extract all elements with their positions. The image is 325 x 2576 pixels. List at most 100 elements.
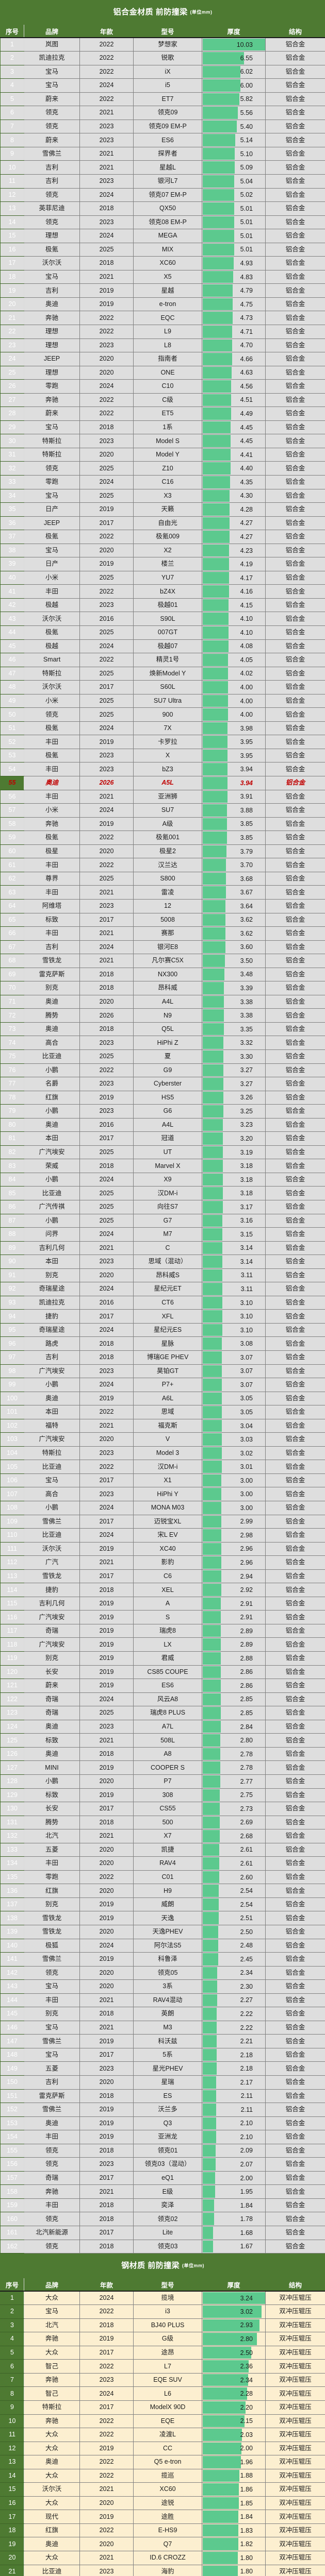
table-row[interactable]: 19 吉利 2019 星越 4.79 铝合金	[0, 283, 325, 298]
table-row[interactable]: 12 领克 2024 领克07 EM-P 5.02 铝合金	[0, 188, 325, 202]
table-row[interactable]: 11 吉利 2023 银河L7 5.04 铝合金	[0, 174, 325, 189]
table-row[interactable]: 70 别克 2018 昂科威 3.39 铝合金	[0, 981, 325, 995]
table-row[interactable]: 52 丰田 2019 卡罗拉 3.95 铝合金	[0, 735, 325, 749]
table-row[interactable]: 18 宝马 2021 X5 4.83 铝合金	[0, 269, 325, 284]
table-row[interactable]: 80 奥迪 2016 A4L 3.23 铝合金	[0, 1117, 325, 1132]
table-row[interactable]: 75 比亚迪 2025 夏 3.30 铝合金	[0, 1049, 325, 1064]
table-row[interactable]: 7 奔驰 2023 EQE SUV 2.34 双冲压辊压	[0, 2372, 325, 2387]
table-row[interactable]: 8 蔚来 2023 ES6 5.14 铝合金	[0, 133, 325, 147]
table-row[interactable]: 119 别克 2019 君威 2.88 铝合金	[0, 1651, 325, 1666]
table-row[interactable]: 4 奔驰 2019 G级 2.80 双冲压辊压	[0, 2332, 325, 2346]
table-row[interactable]: 137 别克 2019 威朗 2.54 铝合金	[0, 1897, 325, 1912]
table-row[interactable]: 113 雪铁龙 2017 C6 2.94 铝合金	[0, 1569, 325, 1584]
table-row[interactable]: 41 丰田 2022 bZ4X 4.16 铝合金	[0, 584, 325, 599]
table-row[interactable]: 1 大众 2024 揽境 3.24 双冲压辊压	[0, 2291, 325, 2306]
column-header-model[interactable]: 型号	[133, 24, 202, 38]
table-row[interactable]: 27 奔驰 2022 C级 4.51 铝合金	[0, 393, 325, 408]
table-row[interactable]: 134 丰田 2020 RAV4 2.61 铝合金	[0, 1856, 325, 1871]
table-row[interactable]: 46 Smart 2022 精灵1号 4.05 铝合金	[0, 653, 325, 667]
table-row[interactable]: 106 宝马 2017 X1 3.00 铝合金	[0, 1473, 325, 1488]
table-row[interactable]: 36 JEEP 2017 自由光 4.27 铝合金	[0, 516, 325, 531]
table-row[interactable]: 32 领克 2025 Z10 4.40 铝合金	[0, 461, 325, 476]
table-row[interactable]: 97 吉利 2018 博瑞GE PHEV 3.07 铝合金	[0, 1350, 325, 1365]
table-row[interactable]: 92 奇瑞星途 2024 星纪元ET 3.11 铝合金	[0, 1282, 325, 1296]
table-row[interactable]: 99 小鹏 2024 P7+ 3.07 铝合金	[0, 1378, 325, 1392]
table-row[interactable]: 105 比亚迪 2022 汉DM-i 3.01 铝合金	[0, 1460, 325, 1474]
column-header-index[interactable]: 序号	[0, 24, 24, 38]
table-row[interactable]: 117 奇瑞 2019 瑞虎8 2.89 铝合金	[0, 1623, 325, 1638]
table-row[interactable]: 71 奥迪 2020 A4L 3.38 铝合金	[0, 994, 325, 1009]
table-row[interactable]: 49 小米 2025 SU7 Ultra 4.00 铝合金	[0, 693, 325, 708]
column-header-brand[interactable]: 品牌	[24, 24, 80, 38]
table-row[interactable]: 78 红旗 2019 HS5 3.26 铝合金	[0, 1090, 325, 1105]
table-row[interactable]: 95 奇瑞星途 2024 星纪元ES 3.10 铝合金	[0, 1323, 325, 1337]
table-row[interactable]: 67 吉利 2024 银河E8 3.60 铝合金	[0, 940, 325, 955]
table-row[interactable]: 123 奇瑞 2025 瑞虎8 PLUS 2.85 铝合金	[0, 1706, 325, 1720]
table-row[interactable]: 59 极氪 2022 极氪001 3.85 铝合金	[0, 831, 325, 845]
table-row[interactable]: 2 凯迪拉克 2022 锐歌 6.55 铝合金	[0, 51, 325, 65]
table-row[interactable]: 7 领克 2023 领克09 EM-P 5.40 铝合金	[0, 119, 325, 134]
table-row[interactable]: 11 大众 2022 凌渡L 2.03 双冲压辊压	[0, 2428, 325, 2442]
column-header-brand[interactable]: 品牌	[24, 2278, 80, 2292]
table-row[interactable]: 156 领克 2023 领克03（混动） 2.07 铝合金	[0, 2157, 325, 2172]
table-row[interactable]: 24 JEEP 2020 指南者 4.66 铝合金	[0, 352, 325, 366]
table-row[interactable]: 152 雪佛兰 2019 沃兰多 2.11 铝合金	[0, 2103, 325, 2117]
table-row[interactable]: 21 比亚迪 2023 海豹 1.80 双冲压辊压	[0, 2564, 325, 2576]
table-row[interactable]: 20 大众 2021 ID.6 CROZZ 1.80 双冲压辊压	[0, 2550, 325, 2565]
column-header-thickness[interactable]: 厚度	[202, 24, 266, 38]
table-row[interactable]: 91 别克 2020 昂科威S 3.11 铝合金	[0, 1268, 325, 1283]
table-row[interactable]: 108 小鹏 2024 MONA M03 3.00 铝合金	[0, 1501, 325, 1515]
table-row[interactable]: 31 特斯拉 2020 Model Y 4.41 铝合金	[0, 447, 325, 462]
table-row[interactable]: 43 沃尔沃 2016 S90L 4.10 铝合金	[0, 612, 325, 626]
table-row[interactable]: 79 小鹏 2023 G6 3.25 铝合金	[0, 1104, 325, 1118]
table-row[interactable]: 115 吉利几何 2019 A 2.91 铝合金	[0, 1596, 325, 1611]
table-row[interactable]: 98 广汽埃安 2023 昊铂GT 3.07 铝合金	[0, 1364, 325, 1379]
table-row[interactable]: 77 名爵 2023 Cyberster 3.27 铝合金	[0, 1077, 325, 1091]
table-row[interactable]: 157 奇瑞 2017 eQ1 2.00 铝合金	[0, 2171, 325, 2185]
table-row[interactable]: 3 宝马 2022 iX 6.02 铝合金	[0, 64, 325, 79]
table-row[interactable]: 57 小米 2024 SU7 3.88 铝合金	[0, 803, 325, 818]
table-row[interactable]: 111 沃尔沃 2019 XC40 2.96 铝合金	[0, 1541, 325, 1556]
table-row[interactable]: 2 宝马 2022 i3 3.02 双冲压辊压	[0, 2304, 325, 2319]
table-row[interactable]: 26 零跑 2024 C10 4.56 铝合金	[0, 379, 325, 394]
table-row[interactable]: 6 智己 2022 L7 2.36 双冲压辊压	[0, 2359, 325, 2374]
table-row[interactable]: 35 日产 2019 天籁 4.28 铝合金	[0, 502, 325, 517]
table-row[interactable]: 143 宝马 2020 3系 2.30 铝合金	[0, 1979, 325, 1994]
column-header-year[interactable]: 年款	[79, 24, 134, 38]
table-row[interactable]: 15 理想 2024 MEGA 5.01 铝合金	[0, 229, 325, 243]
table-row[interactable]: 139 雪铁龙 2020 天逸PHEV 2.50 铝合金	[0, 1924, 325, 1939]
table-row[interactable]: 136 红旗 2020 H9 2.54 铝合金	[0, 1884, 325, 1898]
table-row[interactable]: 72 腾势 2026 N9 3.38 铝合金	[0, 1008, 325, 1023]
table-row[interactable]: 69 雷克萨斯 2018 NX300 3.48 铝合金	[0, 967, 325, 982]
table-row[interactable]: 17 沃尔沃 2018 XC60 4.93 铝合金	[0, 256, 325, 270]
table-row[interactable]: 110 比亚迪 2024 宋L EV 2.98 铝合金	[0, 1528, 325, 1543]
table-row[interactable]: 14 领克 2023 领克08 EM-P 5.01 铝合金	[0, 215, 325, 230]
table-row[interactable]: 109 雪佛兰 2017 迈锐宝XL 2.99 铝合金	[0, 1514, 325, 1529]
table-row[interactable]: 51 极氪 2024 7X 3.98 铝合金	[0, 721, 325, 736]
table-row[interactable]: 127 MINI 2019 COOPER S 2.78 铝合金	[0, 1760, 325, 1775]
table-row[interactable]: 4 宝马 2024 i5 6.00 铝合金	[0, 78, 325, 93]
table-row[interactable]: 86 广汽传祺 2025 向往S7 3.17 铝合金	[0, 1199, 325, 1214]
table-row[interactable]: 54 丰田 2023 bZ3 3.94 铝合金	[0, 762, 325, 777]
table-row[interactable]: 28 蔚来 2022 ET5 4.49 铝合金	[0, 406, 325, 421]
table-row[interactable]: 129 标致 2019 308 2.75 铝合金	[0, 1788, 325, 1803]
table-row[interactable]: 101 本田 2022 思域 3.05 铝合金	[0, 1405, 325, 1419]
table-row[interactable]: 114 捷豹 2018 XEL 2.92 铝合金	[0, 1583, 325, 1597]
table-row[interactable]: 154 丰田 2019 亚洲龙 2.10 铝合金	[0, 2130, 325, 2144]
table-row[interactable]: 34 宝马 2025 X3 4.30 铝合金	[0, 488, 325, 503]
table-row[interactable]: 120 长安 2019 CS85 COUPE 2.86 铝合金	[0, 1665, 325, 1680]
table-row[interactable]: 93 凯迪拉克 2016 CT6 3.10 铝合金	[0, 1295, 325, 1310]
table-row[interactable]: 144 丰田 2021 RAV4混动 2.27 铝合金	[0, 1993, 325, 2008]
table-row[interactable]: 153 奥迪 2019 Q3 2.10 铝合金	[0, 2116, 325, 2131]
table-row[interactable]: 112 广汽 2021 影豹 2.96 铝合金	[0, 1555, 325, 1570]
table-row[interactable]: 147 雪佛兰 2019 科沃兹 2.21 铝合金	[0, 2034, 325, 2048]
table-row[interactable]: 45 极越 2024 极越07 4.08 铝合金	[0, 639, 325, 654]
table-row[interactable]: 125 标致 2021 508L 2.80 铝合金	[0, 1733, 325, 1748]
table-row[interactable]: 151 雷克萨斯 2018 ES 2.11 铝合金	[0, 2089, 325, 2104]
table-row[interactable]: 15 沃尔沃 2021 XC60 1.86 双冲压辊压	[0, 2482, 325, 2497]
table-row[interactable]: 22 理想 2022 L9 4.71 铝合金	[0, 324, 325, 339]
column-header-structure[interactable]: 结构	[265, 2278, 325, 2292]
table-row[interactable]: 100 奥迪 2019 A6L 3.05 铝合金	[0, 1391, 325, 1406]
table-row[interactable]: 55 奥迪 2026 A5L 3.94 铝合金	[0, 776, 325, 790]
table-row[interactable]: 145 别克 2018 英朗 2.22 铝合金	[0, 2007, 325, 2021]
